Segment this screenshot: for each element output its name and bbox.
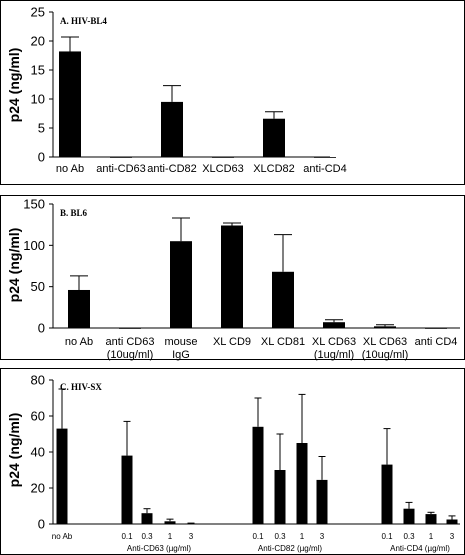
bar [185, 523, 197, 525]
x-tick-label: 0.3 [141, 532, 153, 541]
bar [425, 328, 447, 329]
x-tick-label: (1ug/ml) [314, 349, 354, 361]
x-tick-label: (10ug/ml) [107, 349, 153, 361]
y-tick-label: 20 [31, 481, 45, 496]
bar [374, 326, 396, 328]
x-tick-label: 1 [429, 532, 434, 541]
bar [121, 455, 133, 524]
x-tick-label: XL CD81 [261, 336, 305, 348]
bar [221, 225, 243, 328]
bar [212, 157, 234, 158]
x-tick-label: 0.1 [121, 532, 133, 541]
y-tick-label: 40 [31, 445, 45, 460]
y-tick-label: 0 [38, 150, 45, 165]
group-label: Anti-CD82 (µg/ml) [258, 544, 323, 553]
bar [170, 241, 192, 328]
bar [59, 51, 81, 157]
y-tick-label: 25 [31, 5, 45, 20]
x-tick-label: XLCD63 [202, 163, 244, 175]
x-tick-label: (10ug/ml) [362, 349, 408, 361]
y-tick-label: 50 [31, 279, 45, 294]
bar [314, 157, 336, 158]
x-tick-label: anti CD63 [106, 336, 155, 348]
y-tick-label: 80 [31, 373, 45, 388]
bar [425, 514, 437, 524]
panel-title: A. HIV-BL4 [60, 16, 107, 26]
bar [68, 289, 90, 328]
x-tick-label: 3 [450, 532, 455, 541]
x-tick-label: IgG [172, 349, 190, 361]
bar [274, 470, 286, 524]
y-tick-label: 150 [23, 197, 45, 212]
bar [263, 118, 285, 157]
y-tick-label: 60 [31, 409, 45, 424]
bar [272, 271, 294, 328]
x-tick-label: XLCD82 [253, 163, 295, 175]
x-tick-label: 0.3 [274, 532, 286, 541]
bar [323, 322, 345, 328]
bar [252, 426, 264, 524]
y-tick-label: 10 [31, 92, 45, 107]
x-tick-label: 1 [168, 532, 173, 541]
panel-title: C. HIV-SX [60, 382, 102, 392]
panel-title: B. BL6 [60, 208, 88, 218]
bar [296, 443, 308, 524]
x-tick-label: 1 [300, 532, 305, 541]
y-tick-label: 100 [23, 238, 45, 253]
y-tick-label: 0 [38, 321, 45, 336]
bar [110, 157, 132, 158]
x-tick-label: 0.1 [381, 532, 393, 541]
y-tick-label: 0 [38, 517, 45, 532]
bar [161, 101, 183, 157]
x-tick-label: XL CD63 [312, 336, 356, 348]
x-tick-label: 3 [320, 532, 325, 541]
y-axis-label: p24 (ng/ml) [6, 413, 22, 488]
x-tick-label: no Ab [52, 532, 73, 541]
group-label: Anti-CD63 (µg/ml) [127, 544, 192, 553]
bar [316, 479, 328, 524]
x-tick-label: anti-CD63 [96, 163, 146, 175]
x-tick-label: 0.3 [403, 532, 415, 541]
group-label: Anti-CD4 (µg/ml) [390, 544, 450, 553]
panel-frame [0, 368, 465, 555]
bar [56, 428, 68, 524]
x-tick-label: anti-CD82 [147, 163, 197, 175]
bar [119, 328, 141, 329]
x-tick-label: XL CD9 [213, 336, 251, 348]
x-tick-label: no Ab [65, 336, 93, 348]
x-tick-label: no Ab [56, 163, 84, 175]
y-tick-label: 5 [38, 121, 45, 136]
x-tick-label: mouse [164, 336, 197, 348]
y-axis-label: p24 (ng/ml) [6, 48, 22, 123]
bar [403, 508, 415, 524]
bar [446, 519, 458, 524]
bar [381, 464, 393, 524]
x-tick-label: XL CD63 [363, 336, 407, 348]
x-tick-label: anti CD4 [415, 336, 458, 348]
x-tick-label: 3 [189, 532, 194, 541]
bar [141, 513, 153, 524]
bar [164, 521, 176, 524]
x-tick-label: 0.1 [252, 532, 264, 541]
x-tick-label: anti-CD4 [303, 163, 346, 175]
y-tick-label: 15 [31, 63, 45, 78]
y-axis-label: p24 (ng/ml) [6, 228, 22, 303]
y-tick-label: 20 [31, 34, 45, 49]
